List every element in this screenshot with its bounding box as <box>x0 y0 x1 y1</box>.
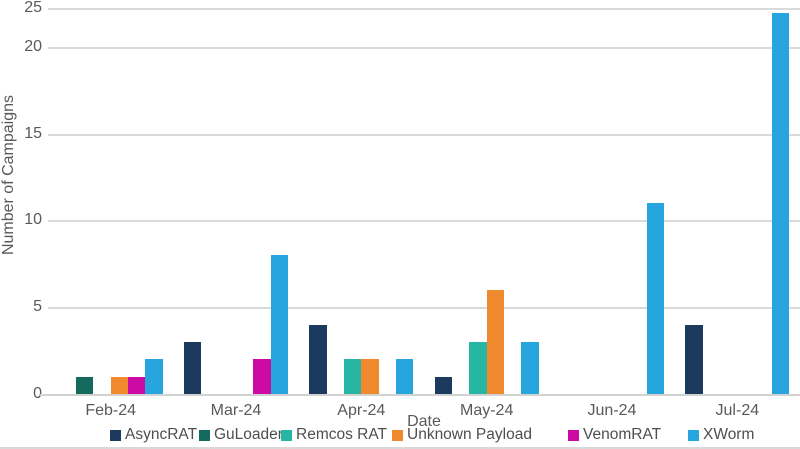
x-tick-label-may-24: May-24 <box>459 402 514 419</box>
bar-xworm-jul-24 <box>771 13 790 395</box>
legend-item-unknown-payload: Unknown Payload <box>392 426 532 443</box>
bar-unknown-payload-feb-24 <box>110 376 128 395</box>
y-tick-label-0: 0 <box>33 385 42 402</box>
bar-remcos-rat-apr-24 <box>344 359 362 395</box>
gridline-15 <box>48 134 800 136</box>
bar-xworm-apr-24 <box>395 359 414 395</box>
y-tick-label-10: 10 <box>24 211 42 228</box>
x-tick-label-jul-24: Jul-24 <box>715 402 760 419</box>
legend-swatch-venomrat <box>568 429 579 441</box>
gridline-5 <box>48 307 800 309</box>
bar-xworm-jun-24 <box>646 203 664 395</box>
bar-asyncrat-apr-24 <box>309 324 327 395</box>
bar-unknown-payload-may-24 <box>486 290 504 395</box>
legend-label-unknown-payload: Unknown Payload <box>407 426 532 443</box>
bar-xworm-mar-24 <box>270 255 288 395</box>
legend-label-xworm: XWorm <box>703 426 755 443</box>
legend-swatch-xworm <box>688 429 699 441</box>
x-axis-title: Date <box>407 413 441 430</box>
gridline-25 <box>48 8 800 10</box>
legend-label-remcos-rat: Remcos RAT <box>296 426 388 443</box>
legend-swatch-remcos-rat <box>281 429 292 441</box>
x-tick-label-feb-24: Feb-24 <box>85 402 137 419</box>
legend-item-asyncrat: AsyncRAT <box>110 426 198 443</box>
y-tick-label-15: 15 <box>24 125 42 142</box>
bar-guloader-feb-24 <box>76 376 94 395</box>
legend-item-guloader: GuLoader <box>199 426 283 443</box>
legend-label-guloader: GuLoader <box>214 426 283 443</box>
y-tick-label-25: 25 <box>24 0 42 16</box>
legend-label-asyncrat: AsyncRAT <box>125 426 198 443</box>
x-tick-label-mar-24: Mar-24 <box>210 402 262 419</box>
gridline-10 <box>48 220 800 222</box>
bar-xworm-feb-24 <box>145 359 163 395</box>
y-axis-title: Number of Campaigns <box>0 94 17 256</box>
bar-asyncrat-jul-24 <box>685 324 703 395</box>
legend-label-venomrat: VenomRAT <box>583 426 662 443</box>
x-tick-label-apr-24: Apr-24 <box>337 402 386 419</box>
x-tick-label-jun-24: Jun-24 <box>587 402 637 419</box>
legend-item-xworm: XWorm <box>688 426 755 443</box>
legend-item-venomrat: VenomRAT <box>568 426 662 443</box>
bar-venomrat-feb-24 <box>127 376 146 395</box>
legend-swatch-unknown-payload <box>392 429 403 441</box>
y-tick-label-20: 20 <box>24 38 42 55</box>
bar-venomrat-mar-24 <box>253 359 271 395</box>
y-tick-label-5: 5 <box>33 298 42 315</box>
bar-asyncrat-mar-24 <box>184 342 202 395</box>
legend-swatch-guloader <box>199 429 210 441</box>
gridline-20 <box>48 47 800 49</box>
bar-remcos-rat-may-24 <box>469 342 487 395</box>
legend-swatch-asyncrat <box>110 429 121 441</box>
bar-xworm-may-24 <box>521 342 539 395</box>
bar-asyncrat-may-24 <box>434 376 452 395</box>
legend-item-remcos-rat: Remcos RAT <box>281 426 388 443</box>
bar-unknown-payload-apr-24 <box>361 359 379 395</box>
x-axis-line <box>40 394 800 396</box>
